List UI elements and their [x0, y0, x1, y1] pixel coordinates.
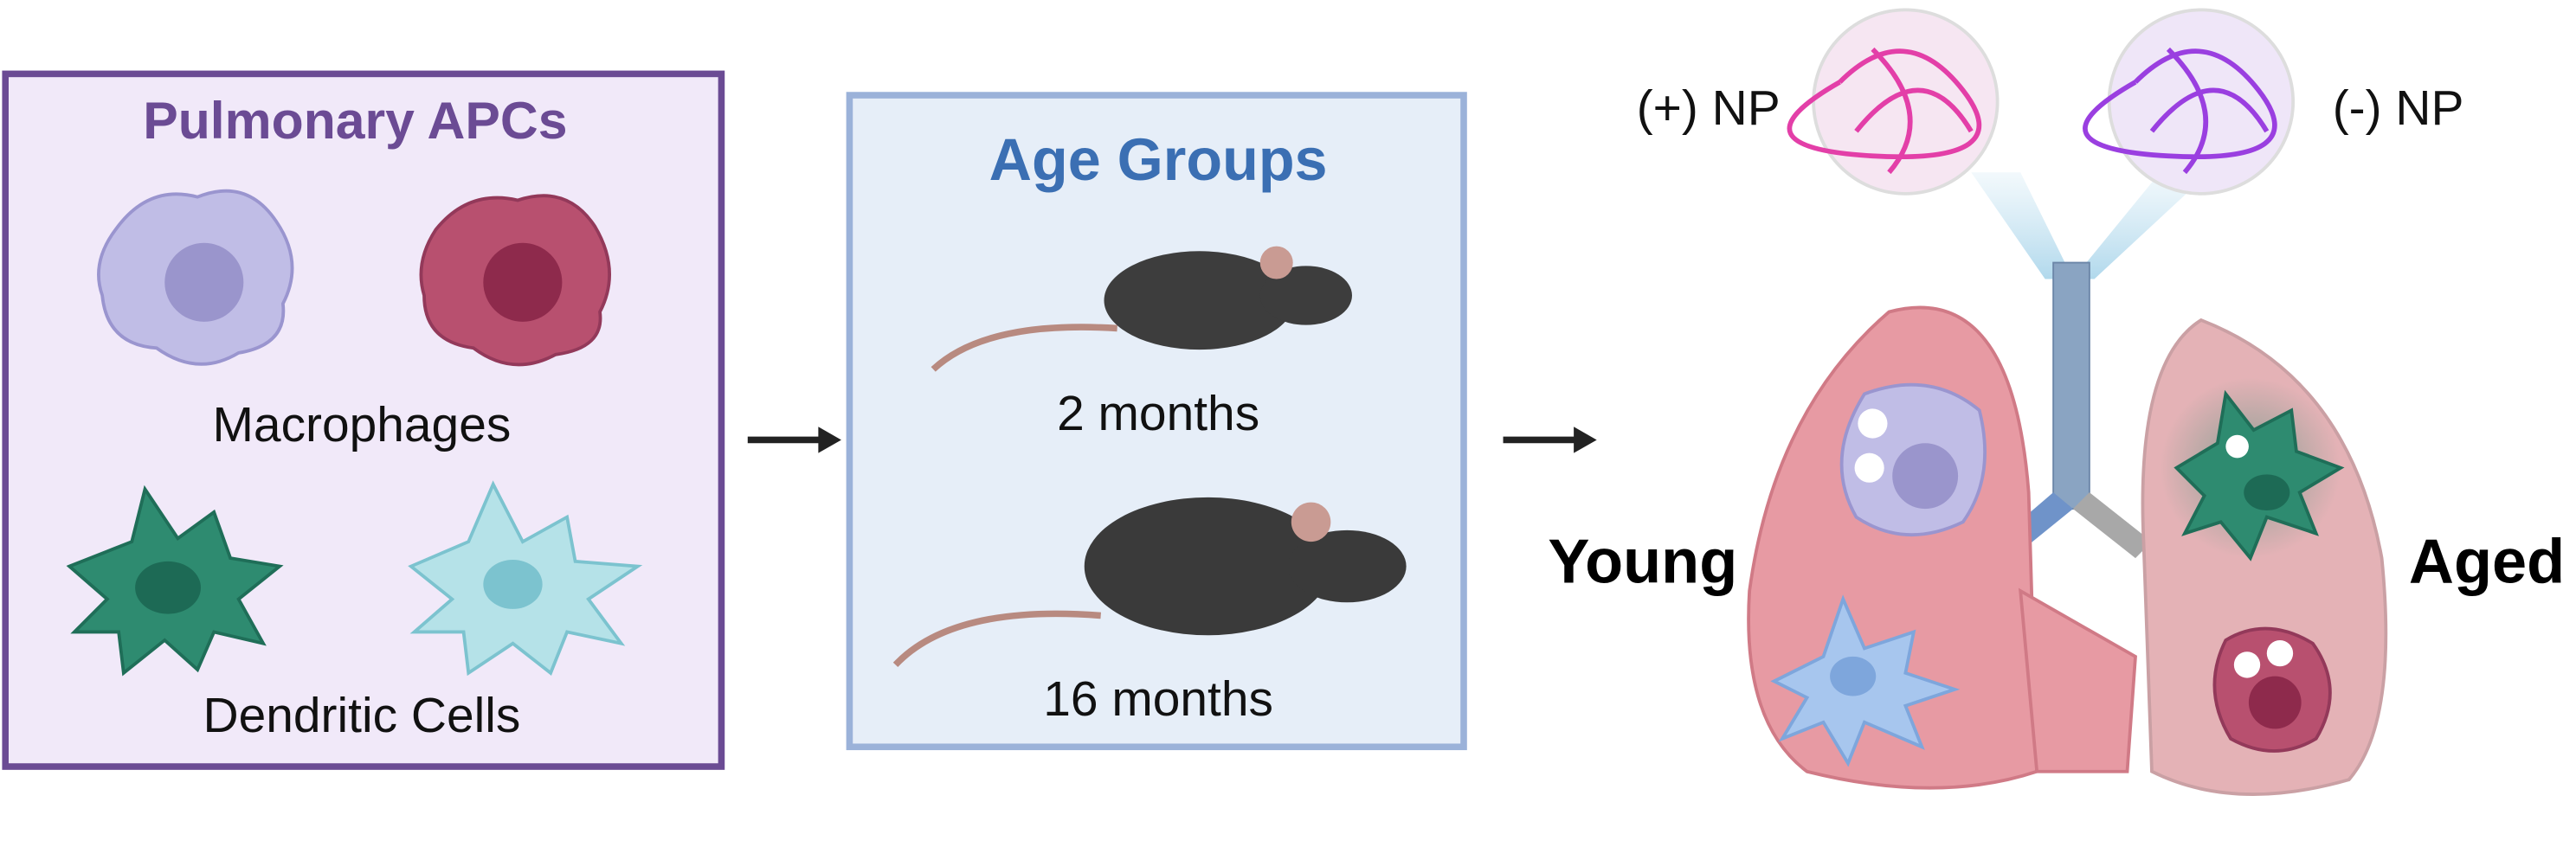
macrophage-icon: [419, 194, 611, 367]
dendritic-cell-icon: [408, 480, 643, 677]
dendritic-cell-icon: [66, 484, 284, 677]
np-label: (+) NP: [1637, 80, 1781, 136]
positive-np-icon: [1787, 8, 2000, 196]
group-label: Young: [1548, 528, 1737, 597]
panel-title: Age Groups: [989, 127, 1328, 193]
arrow: [747, 427, 841, 453]
beam: [1971, 172, 2210, 279]
age-label: 16 months: [1043, 671, 1273, 727]
group-label: Aged: [2409, 528, 2565, 597]
young-mouse-icon: [931, 246, 1352, 372]
aged-mouse-icon: [892, 497, 1407, 668]
age-label: 2 months: [1057, 386, 1259, 441]
cell-label: Dendritic Cells: [203, 688, 521, 743]
panel-title: Pulmonary APCs: [143, 91, 567, 150]
macrophage-icon: [97, 189, 294, 366]
lung-icon: [1747, 261, 2388, 796]
np-label: (-) NP: [2333, 80, 2464, 136]
arrow: [1503, 427, 1597, 453]
age-panel: [846, 92, 1467, 751]
cell-label: Macrophages: [213, 397, 512, 452]
negative-np-icon: [2083, 8, 2296, 196]
